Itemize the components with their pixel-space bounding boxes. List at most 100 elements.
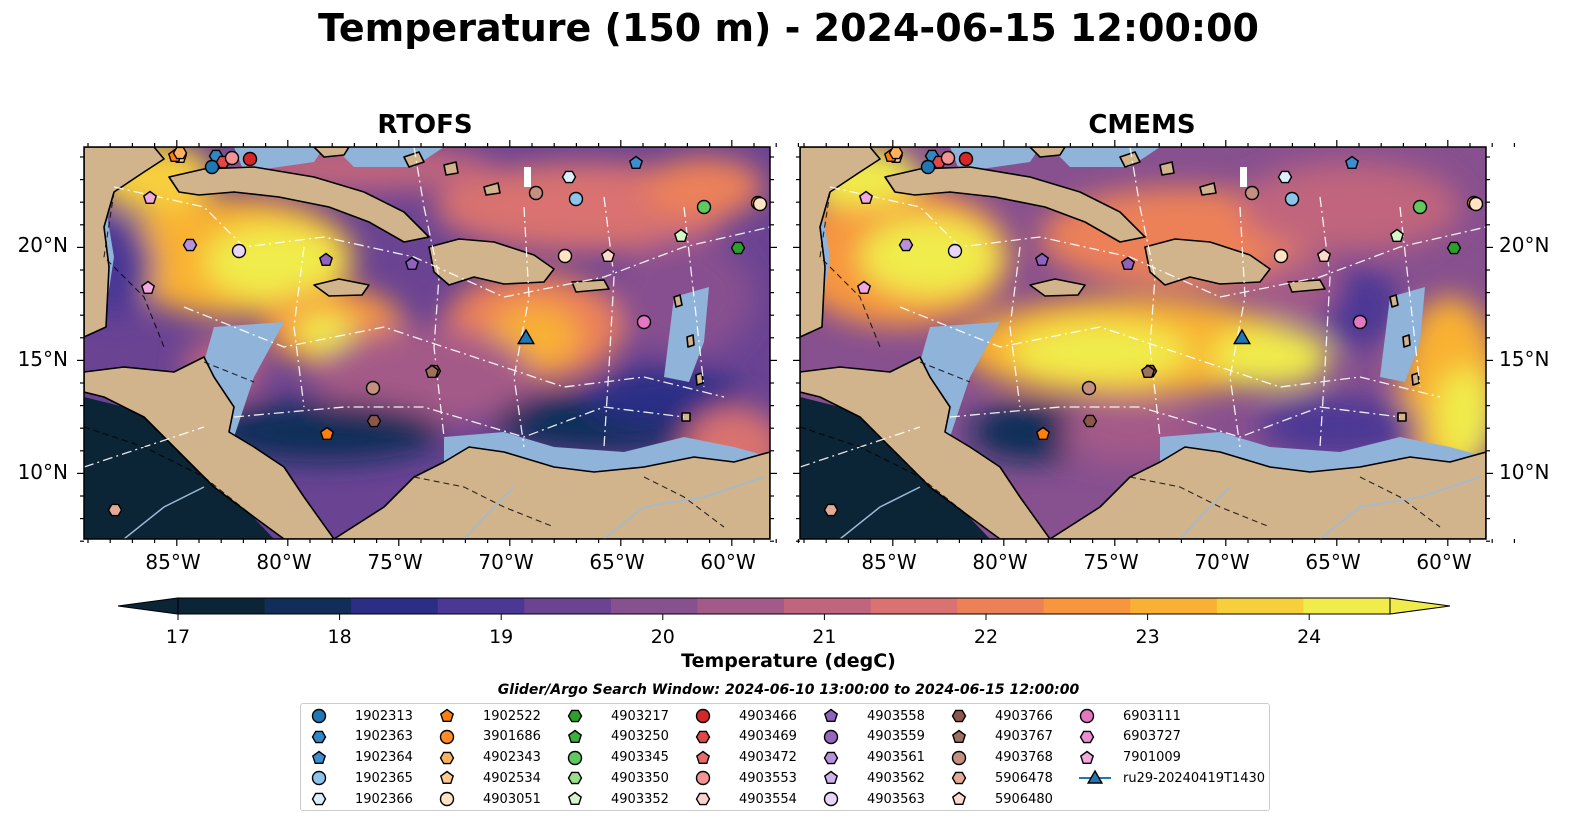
lon-label: 80°W	[256, 550, 311, 574]
legend-marker	[311, 730, 327, 744]
legend-item: 4903767	[951, 727, 1053, 747]
float-marker	[1344, 155, 1360, 170]
lat-labels-left: 20°N 15°N 10°N	[18, 233, 68, 484]
legend-marker	[695, 750, 711, 764]
legend-item: 1902365	[311, 768, 413, 788]
legend-item: 5906480	[951, 789, 1053, 809]
legend-item: 4903562	[823, 768, 925, 788]
lon-label: 60°W	[1416, 550, 1471, 574]
legend-marker	[695, 792, 711, 806]
float-marker	[888, 147, 904, 160]
legend-item: 1902313	[311, 706, 413, 726]
legend-item: 4903558	[823, 706, 925, 726]
lon-labels-rtofs: 85°W 80°W 75°W 70°W 65°W 60°W	[145, 550, 755, 574]
float-marker	[752, 196, 768, 212]
float-marker	[920, 159, 936, 175]
lon-labels-cmems: 85°W 80°W 75°W 70°W 65°W 60°W	[861, 550, 1471, 574]
legend-item: 5906478	[951, 768, 1053, 788]
lon-label: 65°W	[589, 550, 644, 574]
float-markers-cmems	[823, 147, 1484, 517]
lat-label: 10°N	[1499, 460, 1549, 484]
map-ticks-rtofs	[77, 140, 800, 546]
colorbar-tick-label: 23	[1136, 626, 1160, 648]
colorbar-tick-label: 24	[1297, 626, 1321, 648]
colorbar-cell	[610, 598, 698, 614]
legend-label: 4903767	[995, 729, 1053, 745]
legend-item: 4903345	[567, 748, 669, 768]
legend-item: 1902363	[311, 727, 413, 747]
legend-marker	[823, 751, 839, 764]
legend-item: 4902534	[439, 768, 541, 788]
legend-label: 1902366	[355, 791, 413, 807]
float-marker	[1412, 199, 1428, 215]
legend-marker	[439, 791, 455, 807]
legend-item: 4903350	[567, 768, 669, 788]
legend-item: 4903051	[439, 789, 541, 809]
legend-marker	[951, 750, 967, 765]
legend-label: 4902534	[483, 770, 541, 786]
legend-marker	[695, 730, 711, 744]
float-marker	[557, 248, 573, 264]
float-marker	[1081, 380, 1097, 396]
legend-label: 4902343	[483, 750, 541, 766]
lon-label: 75°W	[367, 550, 422, 574]
legend-label: 3901686	[483, 729, 541, 745]
search-window-label: Glider/Argo Search Window: 2024-06-10 13…	[497, 682, 1080, 698]
float-marker	[404, 256, 420, 270]
float-marker	[958, 151, 974, 167]
legend-item: 4903250	[567, 727, 669, 747]
glider-track	[524, 167, 531, 187]
legend-label: 5906478	[995, 770, 1053, 786]
legend-label: 4903558	[867, 708, 925, 724]
legend-item: 6903727	[1079, 727, 1181, 747]
colorbar-cell	[178, 598, 266, 614]
float-marker	[1446, 241, 1462, 255]
panel-title-cmems: CMEMS	[1088, 110, 1196, 140]
legend-label: 4903469	[739, 729, 797, 745]
legend-marker	[567, 729, 583, 743]
lon-label: 70°W	[478, 550, 533, 574]
legend-label: 4903472	[739, 750, 797, 766]
float-marker	[1244, 185, 1260, 201]
float-marker	[142, 190, 158, 205]
float-marker	[319, 426, 335, 440]
legend-marker	[439, 729, 455, 744]
float-marker	[898, 238, 914, 252]
legend-marker	[567, 750, 583, 765]
legend-item: 4903553	[695, 768, 797, 788]
float-marker	[318, 252, 334, 266]
legend-marker	[311, 771, 327, 786]
float-marker	[673, 228, 689, 243]
float-marker	[224, 150, 240, 166]
float-marker	[1468, 196, 1484, 212]
map-panel-rtofs	[77, 140, 800, 546]
legend-item: 4903563	[823, 789, 925, 809]
colorbar-max-extend	[1389, 597, 1451, 615]
lat-label: 10°N	[18, 460, 68, 484]
float-marker	[1273, 248, 1289, 264]
colorbar-cell	[784, 598, 872, 614]
legend-marker	[951, 709, 967, 723]
float-marker	[1035, 426, 1051, 440]
colorbar-cell	[264, 598, 352, 614]
float-marker	[568, 191, 584, 207]
lat-label: 15°N	[1499, 347, 1549, 371]
legend-marker	[439, 771, 455, 785]
glider-marker	[516, 328, 536, 345]
legend-marker	[951, 772, 967, 785]
float-marker	[947, 243, 963, 259]
float-marker	[140, 280, 156, 294]
legend-label: 6903111	[1123, 708, 1181, 724]
legend-item: ru29-20240419T1430	[1079, 768, 1265, 788]
legend-label: 4903561	[867, 750, 925, 766]
float-marker	[1034, 252, 1050, 266]
legend-label: 4903466	[739, 708, 797, 724]
legend-item: 1902364	[311, 748, 413, 768]
legend-item: 4903768	[951, 748, 1053, 768]
glider-track	[1240, 167, 1247, 187]
lon-label: 75°W	[1083, 550, 1138, 574]
legend-item: 1902366	[311, 789, 413, 809]
legend-item: 4903217	[567, 706, 669, 726]
legend-item: 7901009	[1079, 748, 1181, 768]
legend-marker	[823, 729, 839, 744]
